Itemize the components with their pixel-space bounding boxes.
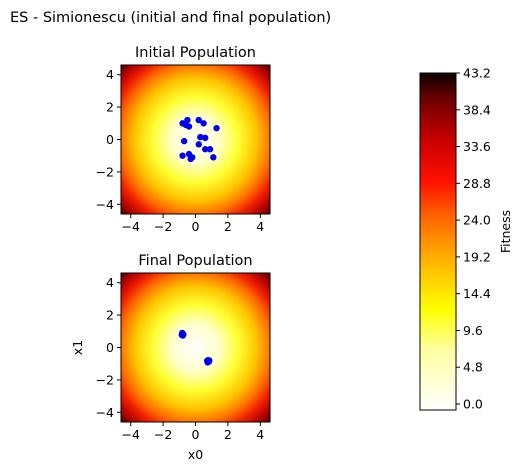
- final-population-plot: Final Population −4 −2 0 2 4 −4 −2 0 2 4 x0 x1: [70, 253, 271, 462]
- colorbar-gradient: [420, 73, 456, 410]
- colorbar-tick-label: 33.6: [463, 139, 491, 154]
- initial-population-point: [210, 154, 217, 161]
- colorbar-frame: [419, 72, 457, 411]
- final-xtick-label: 0: [192, 427, 200, 442]
- initial-population-point: [195, 141, 202, 148]
- final-heatmap: [121, 273, 270, 422]
- initial-population-point: [184, 116, 191, 124]
- fitness-colorbar: 0.0 4.8 9.6 14.4 19.2 24.0 28.8 33.6 38.4 43.2 Fit…: [419, 66, 513, 412]
- initial-ytick-label: 4: [106, 67, 114, 82]
- initial-heatmap: [121, 65, 270, 214]
- colorbar-tick-label: 0.0: [463, 397, 483, 412]
- final-xtick-label: 2: [224, 427, 232, 442]
- final-xlabel: x0: [188, 447, 203, 462]
- final-ytick-label: 4: [106, 275, 114, 290]
- colorbar-tick-label: 38.4: [463, 102, 491, 117]
- final-ytick-label: 2: [106, 308, 114, 323]
- initial-ytick-label: 0: [106, 132, 114, 147]
- final-ylabel: x1: [70, 340, 85, 355]
- initial-population-point: [180, 137, 188, 145]
- final-plot-title: Final Population: [138, 253, 252, 269]
- initial-xtick-label: 2: [224, 219, 232, 234]
- initial-population-plot: Initial Population −4 −2 0 2 4 −4 −2 0 2 4: [96, 45, 271, 234]
- figure-title: ES - Simionescu (initial and final popul…: [10, 10, 331, 26]
- initial-xtick-label: 4: [256, 219, 264, 234]
- initial-population-point: [179, 152, 186, 159]
- colorbar-tick-label: 4.8: [463, 360, 483, 375]
- colorbar-tick-label: 19.2: [463, 249, 491, 264]
- initial-population-point: [195, 116, 202, 124]
- colorbar-tick-label: 24.0: [463, 213, 491, 228]
- final-population-point: [179, 332, 187, 339]
- initial-population-point: [197, 133, 204, 141]
- final-xtick-label: 4: [256, 427, 264, 442]
- initial-population-point: [213, 124, 220, 132]
- initial-population-point: [202, 134, 209, 142]
- initial-plot-title: Initial Population: [135, 45, 256, 61]
- final-ytick-label: −2: [96, 372, 114, 387]
- initial-population-point: [200, 120, 207, 127]
- colorbar-label: Fitness: [498, 210, 513, 253]
- final-ytick-label: 0: [106, 340, 114, 355]
- initial-population-point: [206, 146, 214, 153]
- initial-population-point: [187, 155, 194, 163]
- colorbar-tick-label: 9.6: [463, 323, 483, 338]
- initial-ytick-label: −2: [96, 164, 114, 179]
- initial-population-point: [202, 146, 209, 153]
- colorbar-tick-label: 14.4: [463, 286, 491, 301]
- final-xtick-label: −2: [154, 427, 172, 442]
- initial-ytick-label: 2: [106, 100, 114, 115]
- colorbar-tick-label: 43.2: [463, 66, 491, 81]
- initial-xtick-label: −4: [121, 219, 139, 234]
- final-population-point: [206, 357, 213, 364]
- initial-xtick-label: −2: [154, 219, 172, 234]
- initial-ytick-label: −4: [96, 197, 114, 212]
- initial-population-point: [185, 123, 193, 130]
- initial-xtick-label: 0: [192, 219, 200, 234]
- final-ytick-label: −4: [96, 405, 114, 420]
- final-xtick-label: −4: [121, 427, 139, 442]
- colorbar-tick-label: 28.8: [463, 176, 491, 191]
